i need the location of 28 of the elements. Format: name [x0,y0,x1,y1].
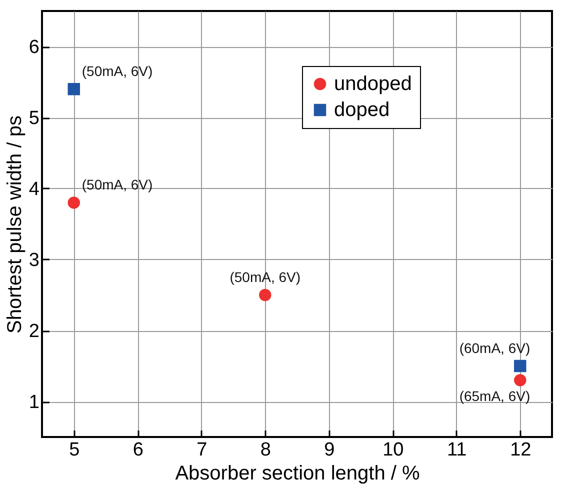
y-tick-label: 5 [28,108,40,129]
y-tick-label: 2 [28,321,40,342]
point [514,360,526,372]
y-tick-label: 4 [28,179,40,200]
annotation: (50mA, 6V) [82,63,153,80]
point [68,82,80,96]
annotation: (65mA, 6V) [459,388,530,404]
point [68,196,80,209]
annotation: (50mA, 6V) [230,269,301,285]
legend-label: undoped [334,73,412,95]
x-tick-label: 11 [447,440,467,460]
y-axis-title: Shortest pulse width / ps [4,116,26,334]
point [514,374,526,386]
y-tick-label: 3 [28,250,40,271]
x-tick-label: 7 [196,440,208,460]
x-tick-label: 6 [132,440,144,460]
x-tick-label: 9 [324,440,335,460]
point [259,288,272,302]
y-tick-label: 6 [28,37,40,58]
y-tick-label: 1 [28,392,40,413]
x-tick-label: 10 [382,440,404,460]
x-axis-title: Absorber section length / % [175,462,420,484]
annotation: (60mA, 6V) [459,340,530,356]
annotation: (50mA, 6V) [82,176,153,193]
x-tick-label: 12 [510,440,532,460]
x-tick-label: 8 [260,440,271,460]
x-tick-label: 5 [69,440,80,460]
legend-label: doped [334,99,390,121]
